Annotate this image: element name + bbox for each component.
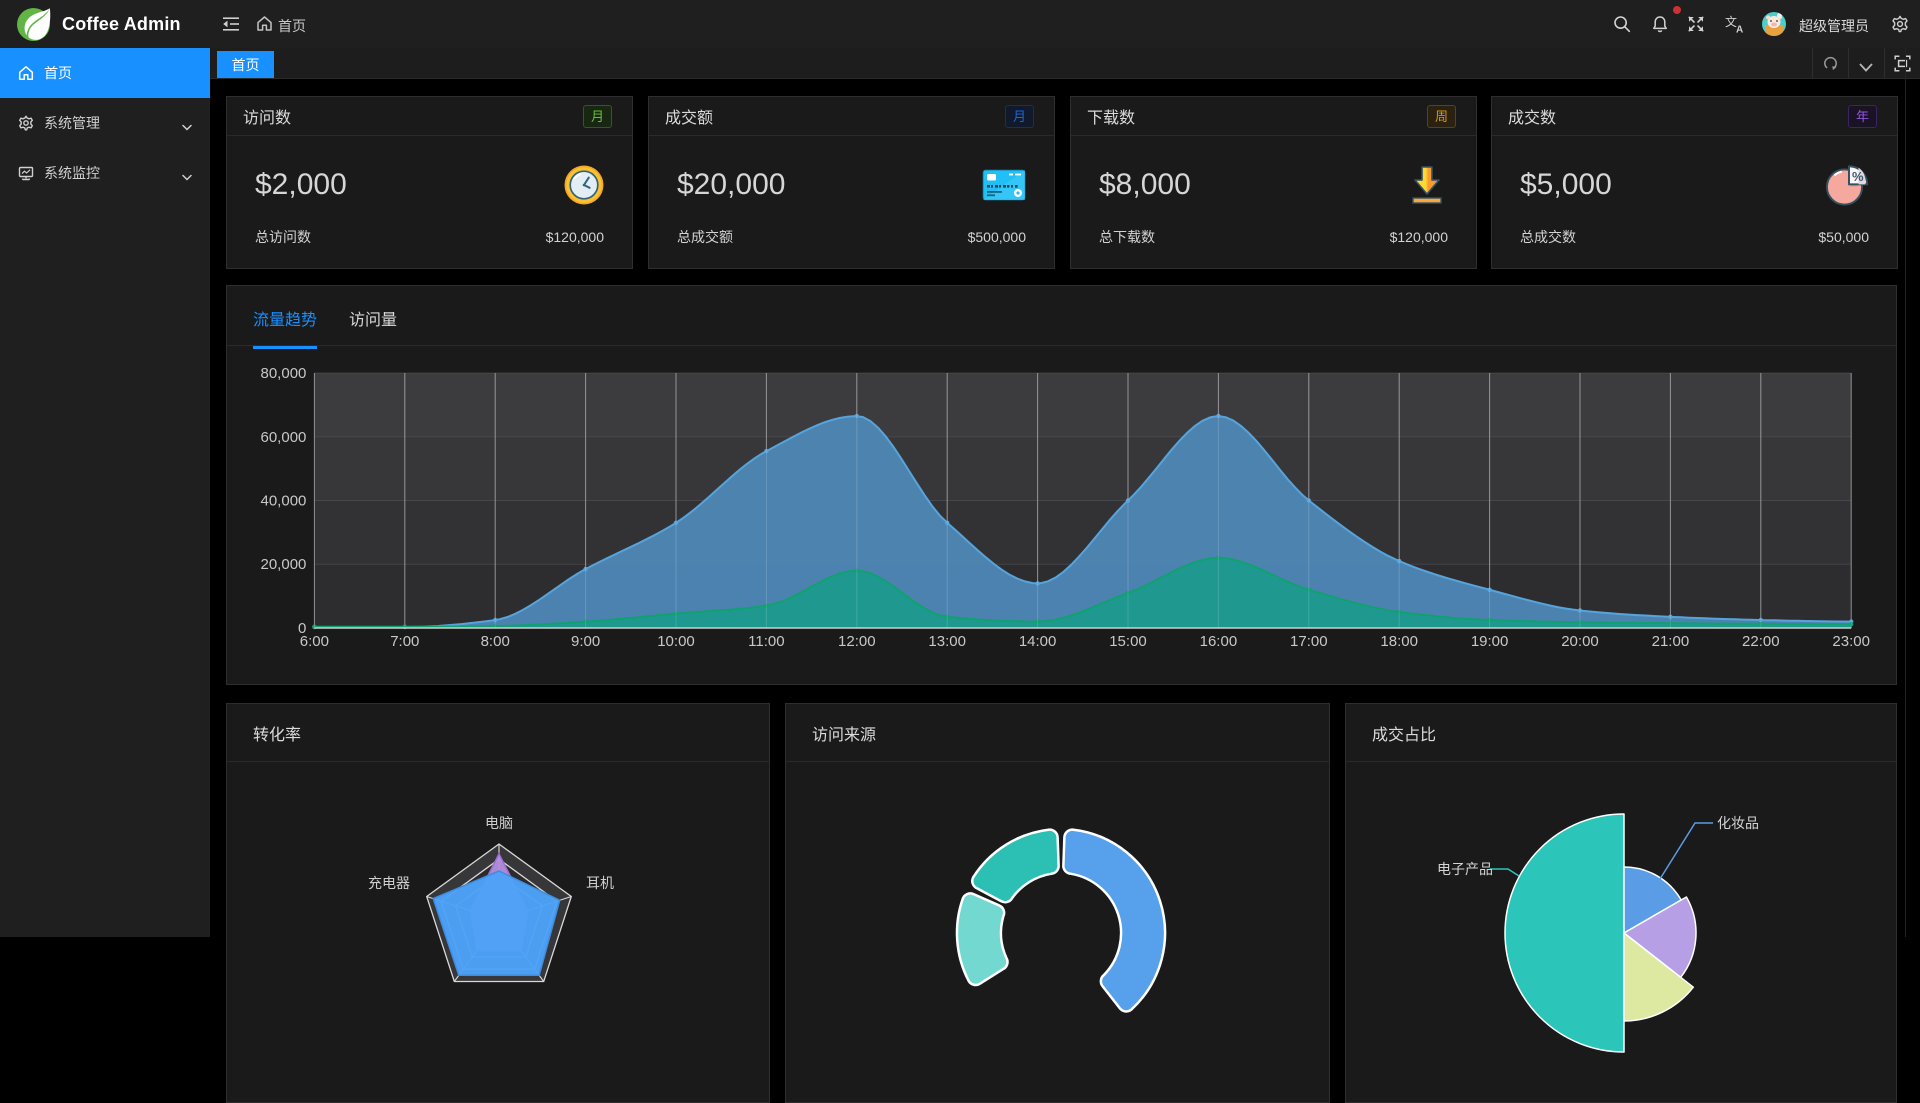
svg-text:文: 文 — [1725, 15, 1737, 29]
svg-text:17:00: 17:00 — [1290, 633, 1328, 650]
svg-text:20,000: 20,000 — [261, 556, 307, 573]
svg-text:6:00: 6:00 — [300, 633, 329, 650]
svg-text:耳机: 耳机 — [586, 875, 614, 891]
svg-text:9:00: 9:00 — [571, 633, 600, 650]
svg-text:8:00: 8:00 — [481, 633, 510, 650]
svg-text:0: 0 — [298, 620, 306, 637]
svg-text:40,000: 40,000 — [261, 493, 307, 510]
svg-text:23:00: 23:00 — [1832, 633, 1870, 650]
svg-text:%: % — [1852, 169, 1864, 184]
svg-text:13:00: 13:00 — [928, 633, 966, 650]
svg-text:21:00: 21:00 — [1652, 633, 1690, 650]
svg-text:19:00: 19:00 — [1471, 633, 1509, 650]
svg-text:15:00: 15:00 — [1109, 633, 1147, 650]
svg-text:A: A — [1736, 25, 1743, 34]
svg-text:11:00: 11:00 — [748, 633, 784, 650]
svg-text:18:00: 18:00 — [1380, 633, 1418, 650]
svg-text:22:00: 22:00 — [1742, 633, 1780, 650]
svg-text:12:00: 12:00 — [838, 633, 876, 650]
svg-text:电脑: 电脑 — [485, 815, 513, 831]
svg-text:80,000: 80,000 — [261, 365, 307, 382]
svg-text:化妆品: 化妆品 — [1717, 815, 1759, 831]
svg-text:16:00: 16:00 — [1200, 633, 1238, 650]
svg-text:充电器: 充电器 — [368, 875, 410, 891]
svg-text:60,000: 60,000 — [261, 429, 307, 446]
svg-text:10:00: 10:00 — [657, 633, 695, 650]
svg-text:14:00: 14:00 — [1019, 633, 1057, 650]
svg-text:20:00: 20:00 — [1561, 633, 1599, 650]
svg-text:电子产品: 电子产品 — [1437, 861, 1493, 877]
svg-text:7:00: 7:00 — [390, 633, 419, 650]
